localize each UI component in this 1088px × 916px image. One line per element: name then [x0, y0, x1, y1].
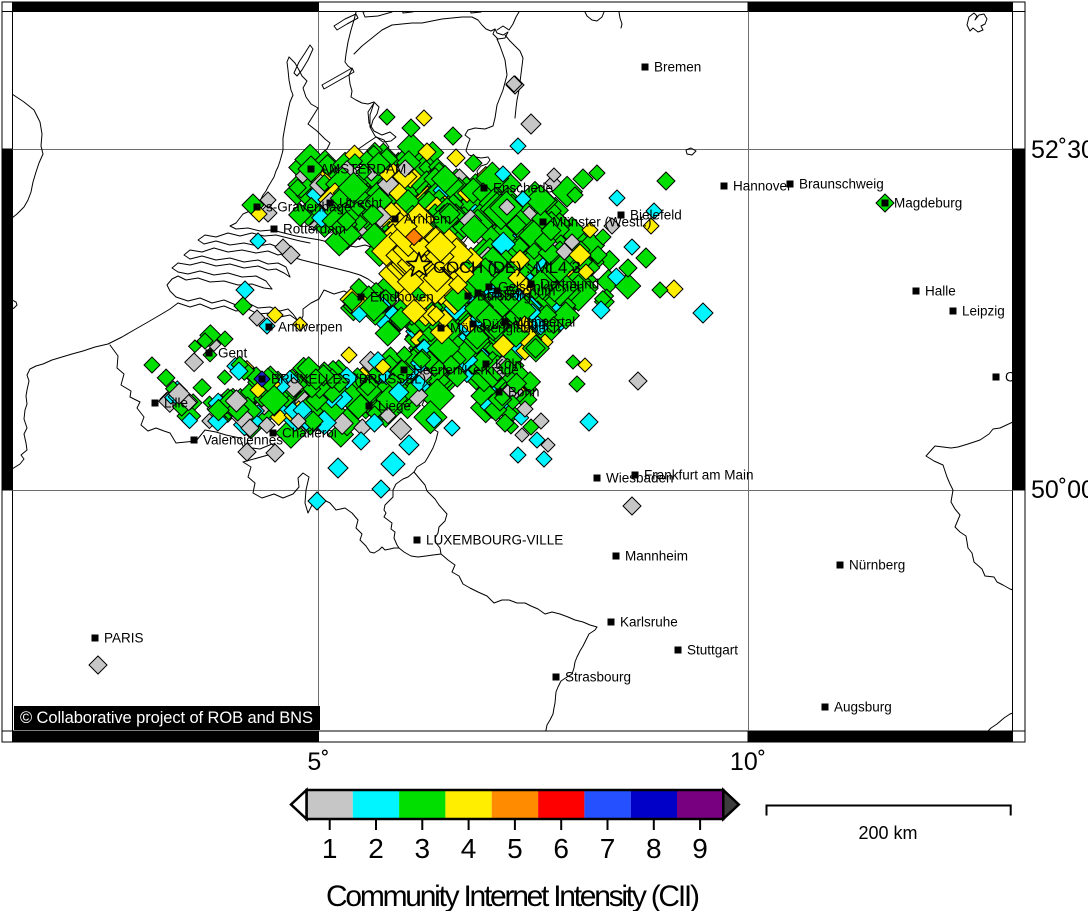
- svg-text:Düsseldorf: Düsseldorf: [482, 317, 547, 332]
- svg-text:9: 9: [692, 833, 708, 864]
- svg-text:Eindhoven: Eindhoven: [370, 290, 434, 305]
- svg-text:Bielefeld: Bielefeld: [630, 208, 682, 223]
- svg-text:Bremen: Bremen: [654, 60, 701, 75]
- svg-text:5: 5: [507, 833, 523, 864]
- svg-text:Gelsenkirchen: Gelsenkirchen: [498, 280, 584, 295]
- svg-text:Chemnitz: Chemnitz: [1005, 370, 1062, 385]
- svg-text:Strasbourg: Strasbourg: [565, 670, 631, 685]
- svg-text:Gent: Gent: [218, 346, 248, 361]
- svg-text:8: 8: [646, 833, 662, 864]
- svg-text:Rotterdam: Rotterdam: [283, 222, 346, 237]
- svg-text:Wiesbaden: Wiesbaden: [606, 471, 674, 486]
- svg-text:Mönchengladbach: Mönchengladbach: [450, 321, 560, 336]
- svg-text:PARIS: PARIS: [104, 631, 144, 646]
- svg-text:3: 3: [415, 833, 431, 864]
- svg-text:Karlsruhe: Karlsruhe: [620, 615, 678, 630]
- svg-text:Nürnberg: Nürnberg: [849, 558, 905, 573]
- svg-text:50˚00': 50˚00': [1031, 476, 1088, 504]
- svg-text:Magdeburg: Magdeburg: [894, 196, 962, 211]
- svg-text:GOCH (DE) : ML4.3: GOCH (DE) : ML4.3: [433, 258, 581, 277]
- svg-text:BRUXELLES (BRUSSEL): BRUXELLES (BRUSSEL): [271, 372, 426, 387]
- svg-text:Duisburg: Duisburg: [477, 289, 531, 304]
- svg-text:Hannover: Hannover: [733, 179, 792, 194]
- svg-text:Augsburg: Augsburg: [834, 700, 892, 715]
- svg-text:Valenciennes: Valenciennes: [203, 433, 283, 448]
- svg-text:6: 6: [553, 833, 569, 864]
- svg-text:Münster (Westf.): Münster (Westf.): [552, 215, 652, 230]
- svg-text:Braunschweig: Braunschweig: [799, 177, 884, 192]
- svg-text:AMSTERDAM: AMSTERDAM: [320, 162, 406, 177]
- svg-text:Community Internet Intensity (: Community Internet Intensity (CII): [326, 880, 700, 911]
- svg-text:10˚: 10˚: [730, 748, 766, 776]
- svg-text:5˚: 5˚: [307, 748, 329, 776]
- svg-text:200 km: 200 km: [858, 823, 917, 843]
- svg-text:Antwerpen: Antwerpen: [278, 320, 343, 335]
- svg-text:LUXEMBOURG-VILLE: LUXEMBOURG-VILLE: [426, 533, 563, 548]
- svg-text:Lille: Lille: [164, 396, 188, 411]
- svg-text:Mannheim: Mannheim: [625, 549, 688, 564]
- svg-text:Frankfurt am Main: Frankfurt am Main: [644, 468, 754, 483]
- svg-text:2: 2: [368, 833, 384, 864]
- svg-text:Stuttgart: Stuttgart: [687, 643, 738, 658]
- svg-text:7: 7: [600, 833, 616, 864]
- svg-text:Enschede: Enschede: [493, 181, 553, 196]
- svg-text:Liege: Liege: [378, 399, 411, 414]
- svg-text:Utrecht: Utrecht: [339, 196, 383, 211]
- svg-text:4: 4: [461, 833, 477, 864]
- svg-text:1: 1: [322, 833, 338, 864]
- svg-text:Halle: Halle: [925, 284, 956, 299]
- svg-text:52˚30': 52˚30': [1031, 136, 1088, 164]
- svg-text:Arnhem: Arnhem: [404, 212, 451, 227]
- svg-text:© Collaborative project of ROB: © Collaborative project of ROB and BNS: [20, 709, 313, 727]
- svg-text:Bochum: Bochum: [506, 284, 556, 299]
- svg-text:Heerlen/Kerkrade: Heerlen/Kerkrade: [413, 363, 519, 378]
- svg-text:Dortmund: Dortmund: [540, 277, 599, 292]
- svg-text:Bonn: Bonn: [508, 385, 540, 400]
- svg-text:Wuppertal: Wuppertal: [514, 315, 575, 330]
- svg-text:Köln: Köln: [495, 357, 522, 372]
- svg-text:Charleroi: Charleroi: [282, 426, 337, 441]
- svg-text:Leipzig: Leipzig: [962, 304, 1005, 319]
